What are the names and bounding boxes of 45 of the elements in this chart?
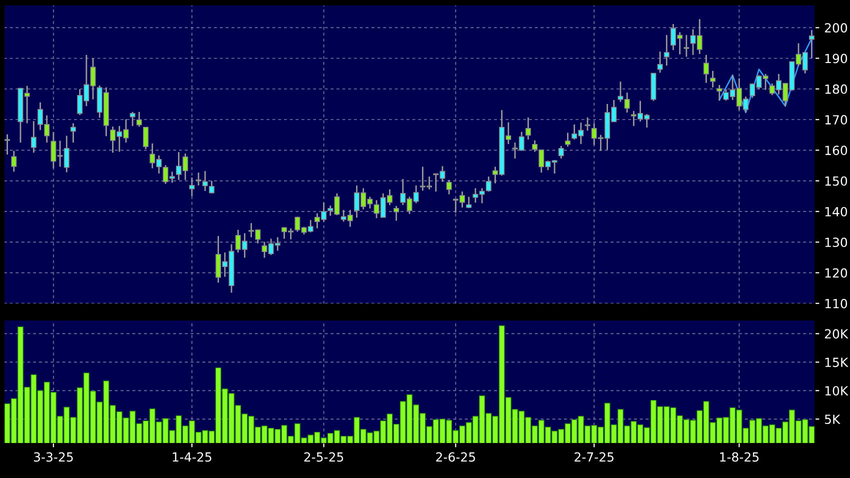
candlestick	[703, 54, 709, 84]
candlestick	[202, 170, 208, 192]
candlestick	[446, 179, 452, 196]
y-tick-label: 130	[825, 238, 848, 248]
candlestick	[486, 176, 492, 192]
x-tick-label: 1-4-25	[172, 452, 212, 462]
y-tick-label: 20K	[824, 329, 848, 339]
candlestick	[558, 145, 564, 160]
candlestick	[532, 140, 538, 152]
candlestick	[525, 116, 531, 140]
candlestick	[565, 132, 570, 148]
y-tick-label: 190	[825, 54, 848, 64]
y-tick-label: 140	[825, 206, 848, 216]
candlestick	[684, 34, 690, 58]
x-tick-label: 2-6-25	[436, 452, 475, 462]
candlestick	[189, 176, 195, 197]
x-tick-label: 2-7-25	[574, 452, 614, 462]
x-tick-label: 1-8-25	[720, 452, 758, 462]
candlestick	[30, 120, 36, 154]
candlestick	[4, 134, 10, 156]
candlestick	[70, 122, 76, 144]
candlestick	[196, 172, 202, 186]
candlestick	[130, 111, 136, 127]
candlestick	[808, 29, 814, 59]
y-tick-label: 10K	[825, 386, 848, 396]
candlestick	[11, 150, 17, 172]
y-tick-label: 15K	[825, 358, 848, 368]
y-tick-label: 110	[825, 298, 848, 308]
y-tick-label: 5K	[824, 414, 840, 424]
candlestick	[136, 111, 142, 128]
y-tick-label: 200	[824, 23, 848, 33]
candlestick	[208, 180, 214, 194]
x-tick-label: 3-3-25	[34, 452, 73, 462]
candlestick	[716, 84, 722, 102]
candlestick	[394, 205, 400, 222]
candlestick	[664, 34, 670, 66]
y-tick-label: 120	[825, 268, 848, 278]
candlestick	[710, 70, 716, 88]
y-tick-label: 170	[825, 115, 848, 125]
candlestick	[143, 126, 148, 150]
y-tick-label: 180	[825, 84, 848, 94]
x-tick-label: 2-5-25	[304, 452, 344, 462]
y-tick-label: 150	[825, 176, 848, 186]
y-tick-label: 160	[825, 146, 848, 156]
candlestick	[657, 50, 663, 74]
